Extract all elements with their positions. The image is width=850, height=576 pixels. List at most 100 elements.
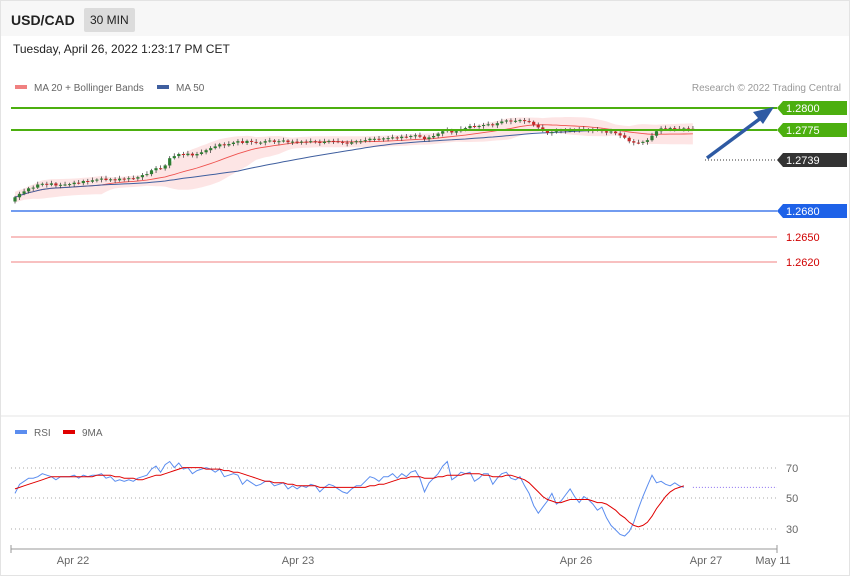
candle-body [40,183,44,185]
candle-body [254,141,258,143]
pivot-tag [777,204,847,218]
candle-body [331,140,336,142]
rsi-legend-swatch [15,430,27,434]
candle-body [336,141,340,143]
candle-body [632,141,636,143]
candle-body [673,128,677,130]
candle-body [318,141,322,143]
candle-body [545,130,549,133]
candle-body [404,136,408,138]
x-tick-label: Apr 27 [690,555,722,567]
candle-body [149,170,154,175]
rsi-tick-50: 50 [786,493,798,505]
candle-body [99,178,104,180]
candle-body [22,191,26,194]
candle-body [31,187,35,189]
candle-body [145,174,149,176]
candle-body [163,165,167,169]
candle-body [400,136,404,139]
candle-body [627,137,631,142]
candle-body [527,121,531,123]
rsi-line [14,460,685,537]
candle-body [90,180,94,182]
candle-body [413,135,417,137]
candle-body [422,136,427,140]
candle-body [259,142,263,144]
candle-body [118,178,122,181]
candle-body [290,141,295,143]
candle-body [441,131,445,134]
candle-body [409,136,413,137]
candle-body [68,184,72,186]
candle-body [131,178,135,180]
candle-body [391,137,395,139]
candle-body [554,131,558,133]
candle-body [140,175,144,178]
candle-body [231,142,235,144]
candle-body [54,183,58,186]
x-tick-label: Apr 22 [57,555,89,567]
candle-body [281,140,285,142]
candle-body [190,153,194,156]
candle-body [327,140,331,142]
candle-body [536,124,540,128]
candle-body [436,133,440,136]
candle-body [122,178,126,180]
candle-body [272,140,276,142]
candle-body [45,183,49,185]
header-bar: USD/CAD 30 MIN [1,1,849,36]
candle-body [604,131,609,133]
candle-body [372,138,376,140]
ma9-legend-swatch [63,430,75,434]
candle-body [309,141,313,143]
candle-body [204,150,208,153]
symbol-title: USD/CAD [11,12,75,28]
rsi-9ma-line [14,467,685,528]
candle-body [58,184,63,186]
current-price-label: 1.2739 [786,155,820,167]
candle-body [313,141,317,143]
candle-body [495,123,499,126]
forecast-arrow-shaft [705,113,767,160]
candle-body [650,135,654,141]
candle-body [177,154,181,157]
candle-body [295,141,299,143]
ma9-legend-label: 9MA [82,428,103,439]
candle-body [645,140,649,142]
candle-body [472,126,477,127]
candle-body [350,142,354,144]
ma50-legend-swatch [157,85,169,89]
rsi-panel [14,460,777,537]
pivot-label: 1.2680 [786,206,820,218]
candle-body [268,140,272,142]
candle-body [686,128,690,130]
candle-body [81,181,85,184]
candle-body [509,120,513,122]
candle-body [322,141,326,143]
ma20-line [14,124,693,198]
candle-body [86,181,90,182]
candle-body [17,193,22,198]
candle-body [227,144,231,146]
candle-body [127,178,131,180]
candle-body [486,124,490,126]
candle-body [49,183,53,185]
ma20-legend-label: MA 20 + Bollinger Bands [34,83,144,94]
candle-body [300,141,304,143]
candle-body [381,138,386,140]
candle-body [532,121,536,125]
candle-body [159,168,163,170]
candle-body [477,126,481,127]
x-tick-label: May 11 [755,555,790,567]
candle-body [618,133,622,136]
timeframe-badge[interactable]: 30 MIN [84,8,135,32]
candle-body [668,128,672,130]
current-price-tag [777,153,847,167]
candle-body [181,154,185,155]
ma50-line [14,129,693,198]
candle-body [104,178,108,180]
timestamp: Tuesday, April 26, 2022 1:23:17 PM CET [13,42,230,56]
ma20-legend-swatch [15,85,27,89]
candle-body [468,126,472,129]
